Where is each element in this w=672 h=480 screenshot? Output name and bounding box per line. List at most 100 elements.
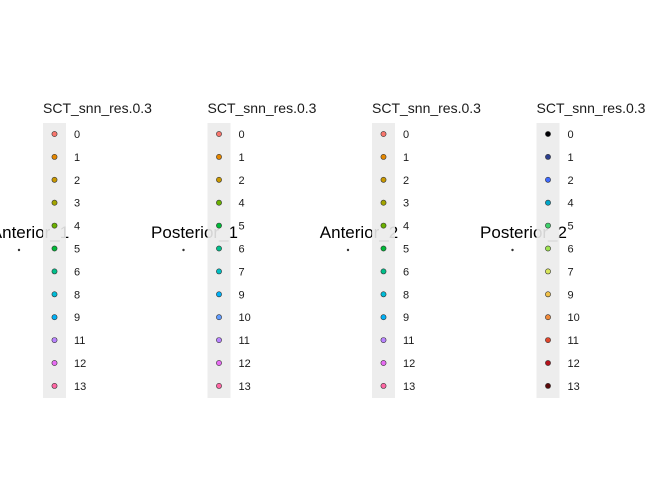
panel-2: Posterior_1SCT_snn_res.0.301245679101112… [151,100,317,398]
legend-label-6: 6 [239,244,245,256]
legend-key-6 [51,268,58,275]
legend-key-12 [216,360,222,366]
legend-key-12 [380,360,387,366]
legend-key-10 [545,314,551,321]
legend-label-9: 9 [403,312,409,324]
legend-label-0: 0 [74,129,80,141]
legend-label-2: 2 [568,175,574,187]
legend-key-background [536,123,560,398]
legend-label-13: 13 [74,381,86,393]
legend-label-6: 6 [74,266,80,278]
legend-label-8: 8 [403,289,409,301]
legend-key-11 [380,337,387,343]
legend-key-13 [216,382,222,389]
legend-label-1: 1 [403,152,409,164]
legend-key-background [207,123,231,398]
legend-key-11 [51,337,58,343]
spot-point [17,248,21,252]
legend-key-5 [216,222,222,229]
legend-key-1 [216,153,222,160]
legend-label-4: 4 [74,221,80,233]
legend-key-3 [380,199,387,206]
legend-label-13: 13 [403,381,415,393]
legend-key-5 [51,245,58,252]
legend-key-9 [216,291,222,298]
legend-label-12: 12 [74,358,86,370]
legend-label-9: 9 [239,289,245,301]
legend-label-11: 11 [74,335,85,347]
legend-label-13: 13 [239,381,251,393]
legend-key-0 [545,131,551,137]
legend-label-6: 6 [403,266,409,278]
legend-key-13 [380,382,387,389]
legend-label-5: 5 [74,244,80,256]
legend-key-9 [380,314,387,321]
legend-label-1: 1 [239,152,245,164]
legend-key-2 [216,176,222,183]
legend-label-11: 11 [239,335,250,347]
legend-label-12: 12 [403,358,415,370]
legend-key-4 [380,222,387,229]
legend-key-12 [545,360,551,366]
legend-label-9: 9 [74,312,80,324]
legend-key-background [43,123,66,398]
legend-label-7: 7 [568,266,574,278]
legend-label-1: 1 [74,152,80,164]
legend-key-1 [545,153,551,160]
legend-label-12: 12 [239,358,251,370]
legend-key-1 [51,153,58,160]
legend-key-4 [216,199,222,206]
legend-key-0 [51,131,58,137]
legend-key-background [372,123,395,398]
panel-4: Posterior_2SCT_snn_res.0.301245679101112… [480,100,646,398]
legend-label-4: 4 [403,221,409,233]
legend-label-3: 3 [403,198,409,210]
legend-label-2: 2 [239,175,245,187]
legend-label-5: 5 [403,244,409,256]
legend-label-3: 3 [74,198,80,210]
legend-key-6 [216,245,222,252]
legend-key-6 [545,245,551,252]
legend-key-9 [51,314,58,321]
spot-point [182,248,185,252]
spot-point [346,248,350,252]
legend-label-2: 2 [74,175,80,187]
legend-label-5: 5 [568,221,574,233]
legend-title: SCT_snn_res.0.3 [208,100,317,116]
legend-label-9: 9 [568,289,574,301]
legend-key-9 [545,291,551,298]
legend-key-8 [380,291,387,298]
legend-key-11 [545,337,551,343]
legend-key-4 [51,222,58,229]
spot-point [511,248,514,252]
legend-title: SCT_snn_res.0.3 [372,100,481,116]
legend-label-6: 6 [568,244,574,256]
legend-label-4: 4 [568,198,574,210]
legend-label-10: 10 [568,312,580,324]
legend-label-12: 12 [568,358,580,370]
legend-label-7: 7 [239,266,245,278]
legend-label-4: 4 [239,198,245,210]
legend-key-11 [216,337,222,343]
legend-key-12 [51,360,58,366]
legend-title: SCT_snn_res.0.3 [43,100,152,116]
legend-label-11: 11 [403,335,414,347]
legend-label-10: 10 [239,312,251,324]
legend-label-11: 11 [568,335,579,347]
legend-key-2 [51,176,58,183]
legend-key-7 [545,268,551,275]
legend-key-13 [51,382,58,389]
legend-key-7 [216,268,222,275]
legend-label-0: 0 [568,129,574,141]
legend-key-4 [545,199,551,206]
legend-key-5 [380,245,387,252]
legend-label-0: 0 [403,129,409,141]
legend-label-1: 1 [568,152,574,164]
legend-label-8: 8 [74,289,80,301]
legend-label-5: 5 [239,221,245,233]
legend-key-3 [51,199,58,206]
legend-label-2: 2 [403,175,409,187]
